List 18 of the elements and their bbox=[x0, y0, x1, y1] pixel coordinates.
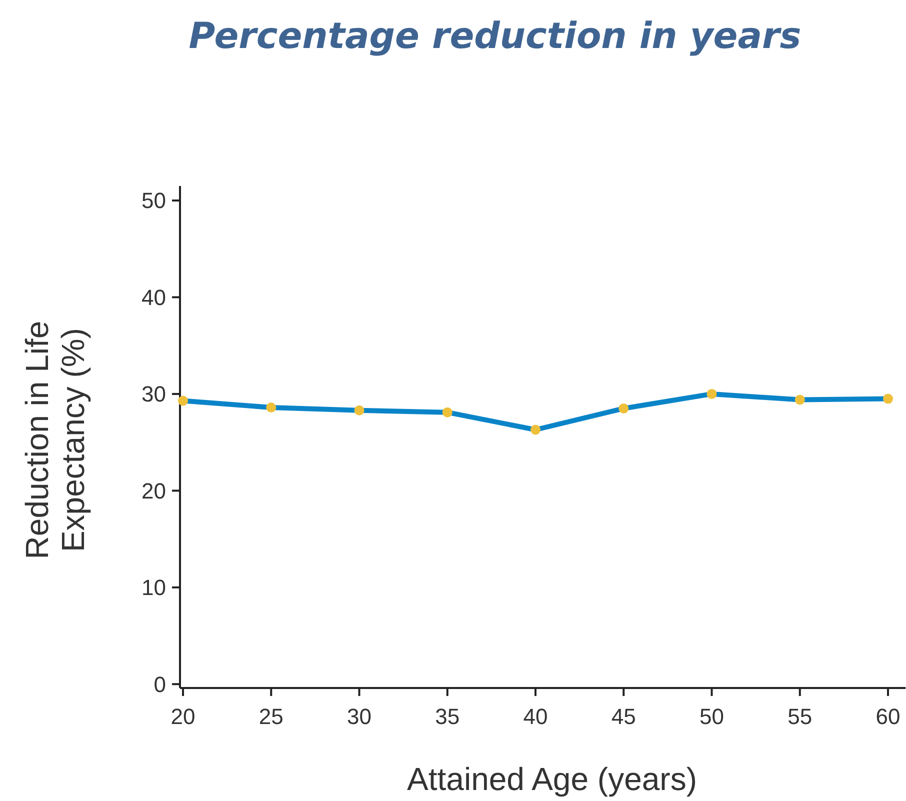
y-tick-label: 10 bbox=[142, 575, 166, 600]
x-tick-label: 20 bbox=[170, 704, 196, 729]
y-axis-title: Reduction in Life Expectancy (%) bbox=[19, 320, 91, 560]
x-axis-title: Attained Age (years) bbox=[407, 761, 697, 797]
x-tick-label: 45 bbox=[611, 704, 636, 729]
y-tick-label: 40 bbox=[142, 284, 166, 310]
chart-title: Percentage reduction in years bbox=[188, 16, 802, 57]
y-tick-label: 0 bbox=[154, 672, 166, 697]
x-tick-label: 35 bbox=[435, 704, 460, 729]
x-tick-label: 25 bbox=[258, 704, 284, 729]
x-tick-label: 40 bbox=[523, 704, 548, 729]
y-tick-label: 30 bbox=[142, 382, 166, 407]
y-tick-label: 20 bbox=[142, 478, 166, 504]
x-tick-label: 60 bbox=[876, 704, 900, 729]
x-tick-label: 50 bbox=[700, 704, 724, 729]
y-tick-label: 50 bbox=[142, 188, 166, 214]
x-tick-label: 55 bbox=[788, 704, 812, 729]
x-tick-label: 30 bbox=[347, 704, 372, 729]
